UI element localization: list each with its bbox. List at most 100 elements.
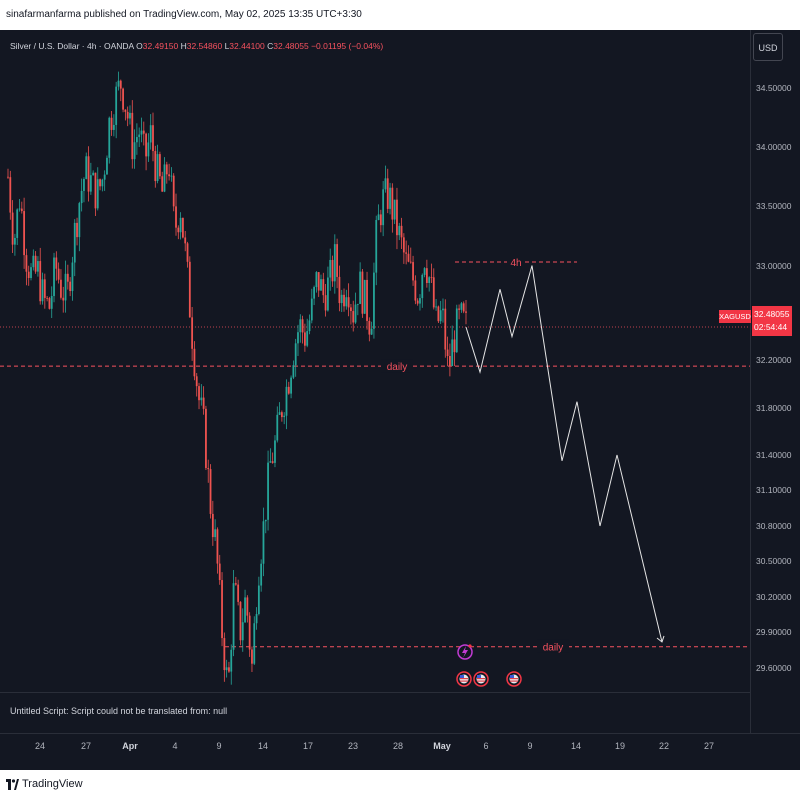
candle-body (338, 276, 341, 304)
candle-body (50, 296, 53, 309)
daily-level-upper-label: daily (387, 362, 408, 373)
candle-body (391, 187, 394, 220)
candle-body (163, 164, 166, 192)
open-value: 32.49150 (142, 41, 179, 51)
price-tick-label: 30.80000 (756, 520, 792, 531)
candle-body (396, 199, 398, 236)
footer-brand: TradingView (22, 778, 83, 790)
candle-body (425, 268, 428, 283)
candle-body (423, 268, 426, 275)
flag-icon[interactable] (456, 671, 472, 687)
lightning-icon[interactable] (457, 644, 473, 660)
candle-body (158, 154, 161, 177)
script-error-text: Untitled Script: Script could not be tra… (10, 706, 228, 716)
candle-body (373, 272, 375, 329)
candle-body (154, 151, 157, 182)
candle-body (124, 109, 127, 112)
candle-body (437, 306, 440, 322)
projection-path (465, 265, 665, 643)
candle-body (232, 583, 235, 650)
candle-body (108, 117, 111, 158)
candle-body (361, 271, 364, 314)
candle-body (9, 177, 12, 213)
candle-body (384, 178, 387, 190)
high-value: 32.54860 (186, 41, 223, 51)
candle-body (78, 203, 81, 238)
candle-body (182, 217, 184, 238)
low-value: 32.44100 (229, 41, 265, 51)
candle-body (271, 461, 274, 463)
tradingview-logo-icon (6, 779, 19, 790)
price-axis-divider (750, 30, 751, 734)
candle-body (209, 469, 212, 514)
candle-body (419, 298, 421, 304)
candle-body (39, 261, 42, 302)
symbol-legend: Silver / U.S. Dollar · 4h · OANDA O32.49… (10, 41, 383, 51)
candle-body (234, 583, 237, 585)
candle-body (55, 257, 58, 269)
candle-body (156, 154, 159, 182)
candle-body (407, 253, 410, 262)
candle-body (230, 649, 233, 672)
candle-body (179, 217, 182, 233)
candle-body (347, 297, 350, 308)
candle-body (73, 222, 76, 263)
candle-body (218, 563, 221, 581)
candle-body (34, 255, 37, 272)
time-tick-label: 22 (658, 741, 670, 751)
h4-level-label: 4h (510, 258, 521, 269)
projection-line[interactable] (465, 265, 663, 643)
currency-button[interactable]: USD (753, 33, 783, 61)
candle-body (255, 614, 258, 624)
candle-body (405, 252, 408, 254)
candle-body (382, 189, 385, 226)
candle-body (244, 597, 246, 623)
candle-body (352, 311, 355, 323)
candle-body (168, 174, 171, 177)
time-tick-label: 19 (614, 741, 626, 751)
candle-body (135, 137, 138, 143)
time-tick-label: 24 (34, 741, 46, 751)
candle-body (76, 222, 78, 238)
time-tick-label: May (433, 741, 451, 751)
candle-body (432, 277, 435, 308)
candle-body (446, 349, 449, 356)
current-price-value: 32.48055 (754, 309, 790, 319)
candle-body (393, 199, 396, 220)
candle-body (262, 521, 265, 564)
candle-body (264, 519, 267, 522)
price-tick-label: 32.20000 (756, 355, 792, 366)
candle-body (200, 397, 203, 401)
candle-body (451, 339, 454, 367)
candle-body (251, 649, 253, 664)
candle-body (41, 279, 44, 302)
candle-body (170, 175, 173, 177)
price-tick-label: 33.50000 (756, 201, 792, 212)
candle-body (152, 125, 154, 152)
candle-body (66, 273, 69, 282)
time-tick-label: 14 (570, 741, 582, 751)
candle-body (110, 117, 113, 130)
candle-body (280, 412, 283, 418)
symbol-name: Silver / U.S. Dollar · 4h · OANDA (10, 41, 134, 51)
candle-body (409, 261, 412, 263)
price-tick-label: 31.40000 (756, 449, 792, 460)
candle-body (294, 343, 297, 366)
candle-body (412, 262, 414, 281)
candle-body (416, 300, 419, 304)
candle-body (359, 271, 362, 304)
candle-body (99, 179, 101, 187)
projection-arrowhead-icon (656, 635, 665, 643)
candle-body (301, 319, 304, 333)
flag-icon[interactable] (506, 671, 522, 687)
candle-body (455, 308, 458, 353)
candle-body (313, 287, 316, 299)
price-tick-label: 30.50000 (756, 556, 792, 567)
candle-body (287, 386, 290, 394)
candle-body (386, 178, 389, 209)
candle-body (336, 244, 339, 277)
candle-body (274, 440, 276, 463)
flag-icon[interactable] (473, 671, 489, 687)
script-error-bar: Untitled Script: Script could not be tra… (0, 692, 750, 732)
